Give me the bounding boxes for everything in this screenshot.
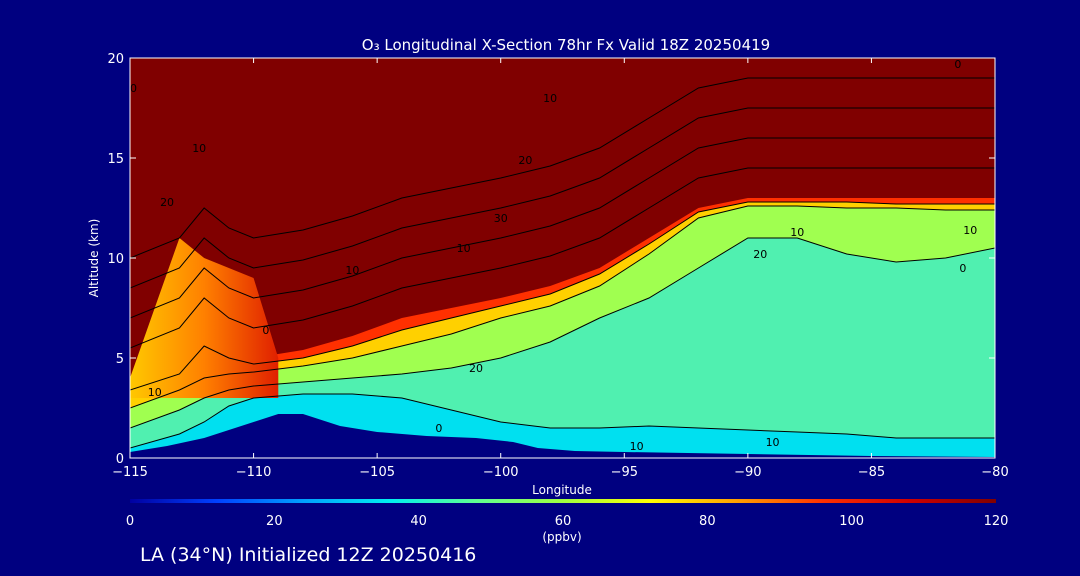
x-tick-label: −115 [112,465,148,480]
contour-line [130,201,995,391]
footer-initialized-label: LA (34°N) Initialized 12Z 20250416 [140,544,476,566]
contour-label: 0 [435,422,442,435]
colorbar-tick-label: 120 [984,514,1009,529]
y-tick-label: 20 [107,52,124,67]
x-tick-label: −90 [734,465,761,480]
x-tick-label: −100 [483,465,519,480]
x-tick-label: −110 [236,465,272,480]
contour-line [130,77,995,259]
contour-label: 10 [790,226,804,239]
contour-label: 0 [262,324,269,337]
contour-label: 20 [123,82,137,95]
colorbar [130,499,996,503]
contour-label: 30 [494,212,508,225]
contour-label: 0 [954,58,961,71]
contour-label: 10 [457,242,471,255]
contour-label: 10 [963,224,977,237]
ozone-layer-fill-40 [130,238,995,448]
y-tick-label: 0 [116,452,124,467]
contour-line [130,137,995,319]
x-tick-label: −85 [858,465,885,480]
y-tick-label: 5 [116,352,124,367]
colorbar-tick-label: 20 [266,514,283,529]
x-axis-label: Longitude [532,483,592,497]
terrain-fill [130,414,995,458]
contour-label: 0 [959,262,966,275]
ozone-layer-fill-75 [130,202,995,408]
contour-label: 20 [160,196,174,209]
contour-label: 20 [469,362,483,375]
ozone-layer-fill-60 [130,206,995,428]
contour-label: 10 [630,440,644,453]
contour-line [130,107,995,289]
x-tick-label: −105 [359,465,395,480]
contour-label: 20 [518,154,532,167]
contour-label: 10 [192,142,206,155]
y-axis-label: Altitude (km) [87,219,101,298]
colorbar-units: (ppbv) [542,530,581,544]
x-tick-label: −95 [611,465,638,480]
y-tick-label: 15 [107,152,124,167]
colorbar-tick-label: 0 [126,514,134,529]
x-tick-label: −80 [981,465,1008,480]
colorbar-tick-label: 80 [699,514,716,529]
contour-label: 10 [148,386,162,399]
y-tick-label: 10 [107,252,124,267]
colorbar-tick-label: 100 [839,514,864,529]
contour-lines [130,77,995,449]
contour-label: 10 [345,264,359,277]
contour-line [130,205,995,409]
contour-label: 20 [753,248,767,261]
contour-label: 10 [766,436,780,449]
colorbar-tick-label: 60 [555,514,572,529]
contour-line [130,393,995,449]
plot-area: 10 10 20 30 10 10 20 10 20 20 0 10 10 20 10 10 0 0 0 [123,58,995,458]
contour-line [130,237,995,429]
contour-label: 10 [543,92,557,105]
tropopause-high-ozone-fill [130,198,995,390]
contour-line [130,167,995,349]
chart-title: O₃ Longitudinal X-Section 78hr Fx Valid … [362,36,770,54]
colorbar-tick-label: 40 [410,514,427,529]
